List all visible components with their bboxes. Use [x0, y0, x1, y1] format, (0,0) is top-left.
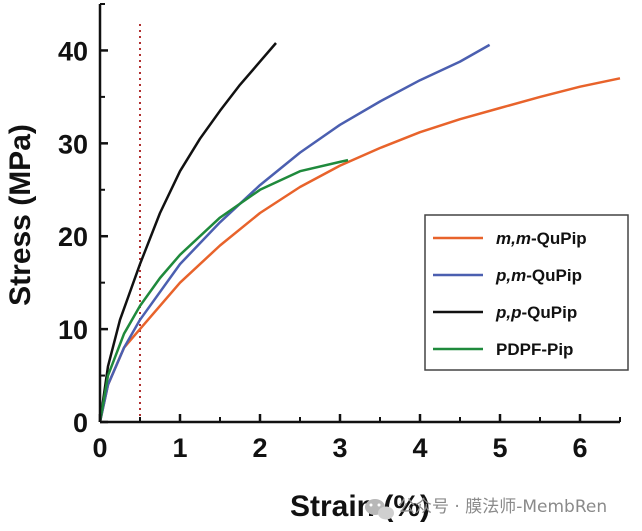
legend-label: PDPF-Pip: [496, 340, 573, 359]
legend-label: p,m-QuPip: [495, 266, 582, 285]
y-ticks: 0 10 20 30 40: [58, 3, 108, 438]
x-tick-label: 4: [412, 433, 427, 463]
x-tick-label: 1: [172, 433, 187, 463]
x-tick-label: 5: [492, 433, 507, 463]
x-ticks: 0 1 2 3 4 5 6: [92, 414, 621, 463]
y-tick-label: 10: [58, 315, 88, 345]
legend: m,m-QuPip p,m-QuPip p,p-QuPip PDPF-Pip: [424, 214, 629, 371]
legend-items: m,m-QuPip p,m-QuPip p,p-QuPip PDPF-Pip: [433, 229, 587, 359]
watermark: 公众号 · 膜法师-MembRen: [365, 497, 607, 520]
x-tick-label: 2: [252, 433, 267, 463]
series-line: [98, 158, 349, 423]
y-tick-label: 30: [58, 129, 88, 159]
legend-label: p,p-QuPip: [495, 303, 577, 322]
x-tick-label: 3: [332, 433, 347, 463]
legend-label: m,m-QuPip: [496, 229, 587, 248]
y-tick-label: 0: [73, 408, 88, 438]
series-line: [98, 77, 621, 423]
plot-area: [98, 24, 621, 423]
y-axis-title: Stress (MPa): [4, 124, 37, 306]
y-tick-label: 40: [58, 36, 88, 66]
series-layer: [98, 42, 621, 423]
y-tick-label: 20: [58, 222, 88, 252]
series-line: [98, 43, 491, 423]
x-axis-title: Strain (%): [290, 490, 430, 523]
wechat-icon: [365, 499, 394, 520]
axes: 0 1 2 3 4 5 6 0 10 20 30 40: [58, 3, 621, 463]
x-tick-label: 0: [92, 433, 107, 463]
watermark-text: 公众号 · 膜法师-MembRen: [398, 497, 607, 517]
legend-box: [424, 214, 629, 371]
series-line: [98, 42, 277, 423]
x-tick-label: 6: [572, 433, 587, 463]
